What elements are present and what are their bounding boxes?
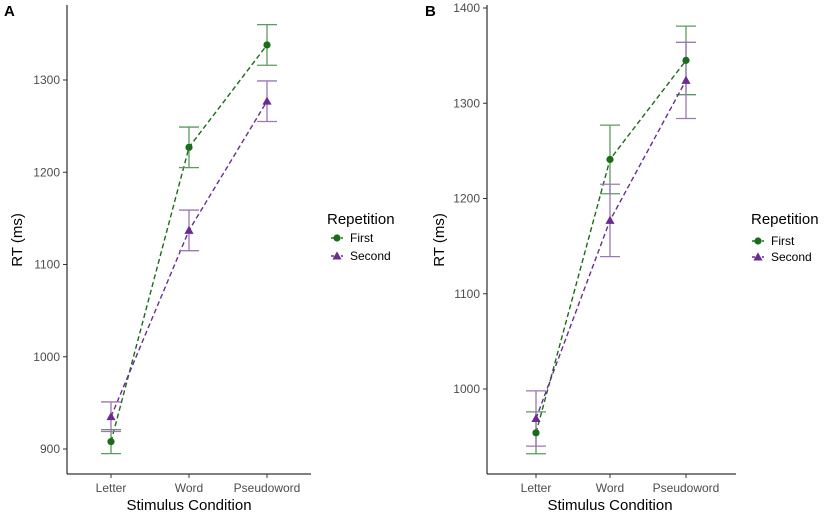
x-tick-label: Word (175, 481, 203, 495)
panel-a: A RT (ms) Stimulus Condition 900 1000 1100… (4, 3, 395, 514)
data-point-second (605, 215, 615, 224)
panel-a-y-axis-title: RT (ms) (9, 213, 26, 267)
panel-b-legend-label-first: First (771, 234, 795, 248)
panel-b-x-ticks: Letter Word Pseudoword (521, 474, 720, 495)
panel-a-label: A (4, 3, 15, 20)
y-tick-label: 1000 (33, 350, 60, 364)
y-tick-label: 1000 (453, 382, 480, 396)
data-point-second (106, 412, 116, 421)
legend-key-marker-first (754, 237, 762, 245)
panel-a-plot-area (101, 23, 277, 455)
panel-a-legend-title: Repetition (327, 211, 395, 228)
panel-b-legend-label-second: Second (771, 250, 812, 264)
y-tick-label: 1300 (33, 73, 60, 87)
panel-b: B RT (ms) Stimulus Condition 1000 1100 120… (425, 1, 819, 514)
data-point-first (263, 41, 271, 49)
panel-a-x-axis-title: Stimulus Condition (126, 497, 251, 514)
x-tick-label: Letter (521, 481, 552, 495)
panel-a-legend-keys (331, 234, 343, 260)
x-tick-label: Word (596, 481, 624, 495)
panel-b-y-ticks: 1000 1100 1200 1300 1400 (453, 1, 487, 396)
data-point-first (185, 143, 193, 151)
legend-key-marker-second (753, 252, 763, 261)
panel-b-y-axis-title: RT (ms) (431, 213, 448, 267)
data-point-second (184, 225, 194, 234)
panel-b-legend-title: Repetition (751, 211, 819, 228)
data-point-second (531, 413, 541, 422)
panel-b-x-axis-title: Stimulus Condition (547, 497, 672, 514)
panel-a-legend-label-second: Second (350, 249, 391, 263)
panel-a-x-ticks: Letter Word Pseudoword (96, 474, 301, 495)
panel-b-legend-keys (752, 237, 764, 261)
y-tick-label: 1300 (453, 96, 480, 110)
y-tick-label: 900 (40, 442, 60, 456)
panel-b-plot-area (526, 25, 696, 455)
legend-key-marker-first (333, 234, 341, 242)
panel-a-legend-label-first: First (350, 231, 374, 245)
data-point-first (107, 438, 115, 446)
panel-a-y-ticks: 900 1000 1100 1200 1300 (33, 73, 67, 456)
y-tick-label: 1200 (33, 165, 60, 179)
y-tick-label: 1100 (454, 287, 480, 301)
data-point-first (606, 155, 614, 164)
y-tick-label: 1400 (453, 1, 480, 15)
data-point-second (681, 75, 691, 84)
legend-key-marker-second (332, 251, 342, 260)
x-tick-label: Pseudoword (234, 481, 301, 495)
panel-b-legend: Repetition First Second (751, 211, 819, 264)
data-point-second (262, 96, 272, 105)
y-tick-label: 1100 (34, 258, 60, 272)
y-tick-label: 1200 (453, 192, 480, 206)
x-tick-label: Pseudoword (653, 481, 720, 495)
x-tick-label: Letter (96, 481, 127, 495)
data-point-first (532, 429, 540, 437)
series-line-second (535, 80, 687, 419)
series-line-first (535, 59, 687, 433)
panel-a-legend: Repetition First Second (327, 211, 395, 263)
data-point-first (682, 56, 690, 64)
panel-b-label: B (425, 3, 436, 20)
